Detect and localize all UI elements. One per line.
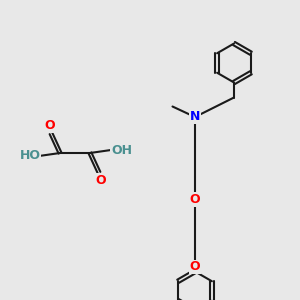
Text: O: O: [95, 173, 106, 187]
Text: O: O: [190, 260, 200, 274]
Text: O: O: [190, 193, 200, 206]
Text: N: N: [190, 110, 200, 124]
Text: HO: HO: [20, 149, 40, 163]
Text: OH: OH: [111, 143, 132, 157]
Text: O: O: [44, 119, 55, 133]
